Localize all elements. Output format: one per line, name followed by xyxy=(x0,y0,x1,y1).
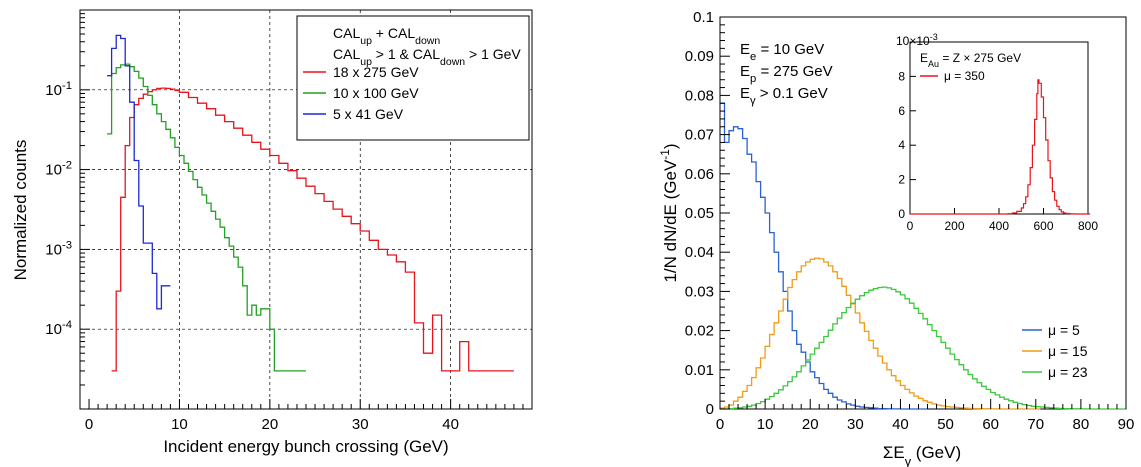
left-legend-label-2: 5 x 41 GeV xyxy=(333,106,404,122)
right-y-tick-label: 0.05 xyxy=(685,205,714,222)
right-x-tick-label: 10 xyxy=(757,416,774,433)
left-y-tick-label: 10-4 xyxy=(45,319,72,338)
right-series-line-0 xyxy=(720,103,928,409)
inset-x-tick-label: 800 xyxy=(1078,219,1098,233)
inset-x-tick-label: 0 xyxy=(907,219,914,233)
inset-y-tick-label: 8 xyxy=(898,69,905,83)
right-legend-label-1: μ = 15 xyxy=(1048,343,1088,359)
inset-x-tick-label: 200 xyxy=(944,219,964,233)
right-x-tick-label: 0 xyxy=(716,416,724,433)
inset-y-tick-label: 6 xyxy=(898,104,905,118)
inset-x-tick-label: 400 xyxy=(989,219,1009,233)
right-x-axis-title: ΣEγ (GeV) xyxy=(883,443,961,467)
right-x-tick-label: 20 xyxy=(802,416,819,433)
left-x-tick-label: 30 xyxy=(352,416,369,433)
inset-y-tick-label: 0 xyxy=(898,207,905,221)
right-legend-label-0: μ = 5 xyxy=(1048,322,1080,338)
right-y-tick-label: 0.08 xyxy=(685,87,714,104)
right-y-tick-label: 0 xyxy=(706,401,714,418)
right-y-axis-title: 1/N dN/dE (GeV-1) xyxy=(658,143,680,282)
inset-y-tick-label: 4 xyxy=(898,138,905,152)
left-legend-label-1: 10 x 100 GeV xyxy=(333,85,419,101)
left-x-axis-title: Incident energy bunch crossing (GeV) xyxy=(163,437,448,456)
right-x-tick-label: 40 xyxy=(892,416,909,433)
left-series-line-1 xyxy=(107,64,306,371)
right-y-tick-label: 0.07 xyxy=(685,127,714,144)
right-x-tick-label: 60 xyxy=(982,416,999,433)
left-legend-label-0: 18 x 275 GeV xyxy=(333,64,419,80)
left-x-tick-label: 20 xyxy=(261,416,278,433)
right-annotation: Ee = 10 GeV xyxy=(740,41,824,63)
right-y-tick-label: 0.01 xyxy=(685,362,714,379)
left-x-tick-label: 10 xyxy=(171,416,188,433)
right-x-tick-label: 90 xyxy=(1118,416,1135,433)
right-legend-label-2: μ = 23 xyxy=(1048,364,1088,380)
inset-x-tick-label: 600 xyxy=(1033,219,1053,233)
right-series-line-1 xyxy=(720,258,1040,409)
inset-y-tick-label: 2 xyxy=(898,173,905,187)
right-y-tick-label: 0.09 xyxy=(685,48,714,65)
right-annotation: Ep = 275 GeV xyxy=(740,63,833,85)
left-y-tick-label: 10-2 xyxy=(45,160,72,179)
left-x-tick-label: 0 xyxy=(85,416,93,433)
left-y-tick-label: 10-1 xyxy=(45,80,72,99)
right-y-tick-label: 0.06 xyxy=(685,166,714,183)
left-x-tick-label: 40 xyxy=(442,416,459,433)
right-x-tick-label: 70 xyxy=(1027,416,1044,433)
right-y-tick-label: 0.04 xyxy=(685,244,714,261)
left-y-tick-label: 10-3 xyxy=(45,239,72,258)
left-y-axis-title: Normalized counts xyxy=(11,140,30,281)
right-plot-area: 0 10 20 30 40 50 60 70 80 9000.010.020.030.040.05… xyxy=(658,9,1134,467)
right-y-tick-label: 0.1 xyxy=(693,9,714,26)
right-legend: μ = 5 μ = 15 μ = 23 xyxy=(1022,322,1088,380)
left-plot-area: 0 10 20 30 40 10-1 10-2 10-3 10-4 Incident energ… xyxy=(11,10,532,456)
inset-legend-label-0: μ = 350 xyxy=(944,69,985,83)
right-annotation: Eγ > 0.1 GeV xyxy=(740,85,828,107)
right-x-tick-label: 50 xyxy=(937,416,954,433)
right-x-tick-label: 30 xyxy=(847,416,864,433)
right-x-tick-label: 80 xyxy=(1073,416,1090,433)
right-y-tick-label: 0.03 xyxy=(685,283,714,300)
right-y-tick-label: 0.02 xyxy=(685,323,714,340)
